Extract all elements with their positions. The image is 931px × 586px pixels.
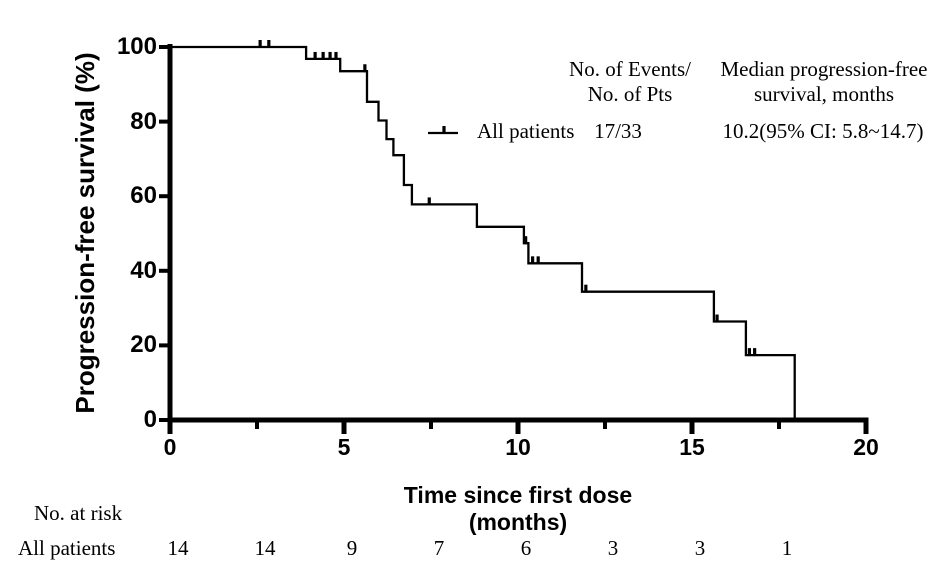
- x-tick-label: 20: [853, 434, 879, 460]
- y-tick-label: 100: [116, 33, 157, 60]
- x-tick-label: 15: [679, 434, 705, 460]
- legend-series-label: All patients: [477, 119, 575, 143]
- y-tick-label: 20: [130, 331, 157, 359]
- risk-count: 7: [433, 536, 445, 560]
- legend-median-header-line2: survival, months: [754, 82, 894, 106]
- risk-count: 1: [781, 536, 793, 560]
- risk-table-row-label: All patients: [18, 536, 116, 560]
- risk-count: 14: [254, 536, 276, 560]
- risk-count: 6: [520, 536, 532, 560]
- y-tick-label: 0: [143, 406, 157, 433]
- risk-count: 3: [607, 536, 619, 560]
- x-axis-title: Time since first dose (months): [403, 482, 633, 535]
- legend-median-header-line1: Median progression-free: [720, 57, 928, 81]
- legend-events-header-line2: No. of Pts: [587, 82, 673, 106]
- y-axis-title: Progression-free survival (%): [70, 52, 100, 414]
- y-tick-label: 40: [130, 256, 157, 284]
- risk-count: 14: [167, 536, 189, 560]
- legend-events-header: No. of Events/ No. of Pts: [555, 57, 705, 107]
- risk-count: 9: [346, 536, 358, 560]
- x-tick-label: 5: [337, 434, 351, 460]
- legend-series-events: 17/33: [594, 119, 642, 143]
- y-tick-label: 60: [130, 182, 157, 210]
- risk-count: 3: [694, 536, 706, 560]
- risk-table-header: No. at risk: [34, 501, 123, 525]
- legend-events-header-line1: No. of Events/: [569, 57, 691, 81]
- x-tick-label: 10: [505, 434, 531, 460]
- y-tick-label: 80: [130, 107, 157, 135]
- legend-series-median: 10.2(95% CI: 5.8~14.7): [722, 119, 924, 143]
- x-tick-label: 0: [163, 434, 177, 460]
- legend-median-header: Median progression-free survival, months: [713, 57, 931, 107]
- km-curve: [170, 45, 796, 420]
